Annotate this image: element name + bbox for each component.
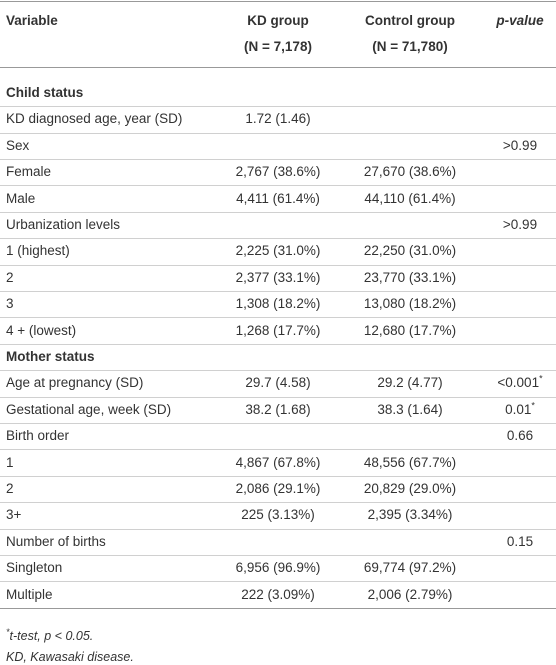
rule bbox=[0, 159, 556, 160]
row-label: Birth order bbox=[6, 428, 70, 444]
section-label: Mother status bbox=[6, 349, 95, 364]
rule bbox=[0, 608, 556, 609]
cell: <0.001* bbox=[497, 373, 543, 391]
rule bbox=[0, 476, 556, 477]
cell: 225 (3.13%) bbox=[241, 507, 315, 523]
column-header: Variable bbox=[6, 13, 58, 28]
cell: 27,670 (38.6%) bbox=[363, 164, 457, 180]
column-header: Control group bbox=[365, 13, 455, 28]
rule bbox=[0, 238, 556, 239]
cell: 38.3 (1.64) bbox=[377, 401, 443, 417]
rule bbox=[0, 502, 556, 503]
cell: >0.99 bbox=[502, 137, 538, 153]
rule bbox=[0, 529, 556, 530]
cell: 38.2 (1.68) bbox=[245, 401, 311, 417]
cell: 2,767 (38.6%) bbox=[235, 164, 321, 180]
cell: 2,395 (3.34%) bbox=[367, 507, 453, 523]
row-label: 2 bbox=[6, 481, 14, 496]
footnote-mark: * bbox=[539, 373, 543, 384]
rule bbox=[0, 449, 556, 450]
rule bbox=[0, 212, 556, 213]
row-label: Urbanization levels bbox=[6, 217, 121, 232]
row-label: 3+ bbox=[6, 507, 22, 523]
cell: 22,250 (31.0%) bbox=[363, 243, 457, 259]
column-header: KD group bbox=[247, 13, 309, 28]
rule bbox=[0, 581, 556, 582]
footnote-mark: * bbox=[531, 400, 535, 411]
rule bbox=[0, 397, 556, 398]
cell: 13,080 (18.2%) bbox=[363, 296, 457, 312]
column-header: p-value bbox=[496, 13, 544, 28]
cell: 1,268 (17.7%) bbox=[235, 322, 321, 338]
footnote-text: t-test, p < 0.05. bbox=[9, 629, 94, 643]
cell: 0.01* bbox=[505, 400, 535, 418]
rule bbox=[0, 291, 556, 292]
footnote-mark: * bbox=[6, 626, 10, 637]
cell: 1.72 (1.46) bbox=[245, 111, 311, 127]
row-label: 4 + (lowest) bbox=[6, 322, 77, 338]
row-label: Female bbox=[6, 164, 52, 180]
row-label: 3 bbox=[6, 296, 14, 312]
cell-text: <0.001 bbox=[497, 375, 540, 391]
row-label: Gestational age, week (SD) bbox=[6, 401, 172, 417]
cell: 0.66 bbox=[506, 428, 534, 444]
rule bbox=[0, 67, 556, 68]
cell: 20,829 (29.0%) bbox=[363, 481, 457, 496]
cell: 2,225 (31.0%) bbox=[235, 243, 321, 259]
cell: 12,680 (17.7%) bbox=[363, 322, 457, 338]
rule bbox=[0, 555, 556, 556]
cell: 1,308 (18.2%) bbox=[235, 296, 321, 312]
row-label: 2 bbox=[6, 269, 14, 285]
column-subheader: (N = 7,178) bbox=[244, 39, 312, 54]
rule bbox=[0, 265, 556, 266]
footnote-text: KD, Kawasaki disease. bbox=[6, 650, 134, 664]
cell: 44,110 (61.4%) bbox=[364, 190, 456, 206]
row-label: Singleton bbox=[6, 560, 63, 576]
row-label: Age at pregnancy (SD) bbox=[6, 375, 144, 391]
cell: 2,377 (33.1%) bbox=[235, 269, 321, 285]
column-subheader: (N = 71,780) bbox=[372, 39, 448, 54]
section-label: Child status bbox=[6, 85, 84, 100]
cell: 48,556 (67.7%) bbox=[363, 454, 457, 470]
cell: 222 (3.09%) bbox=[241, 586, 315, 602]
row-label: KD diagnosed age, year (SD) bbox=[6, 111, 183, 127]
row-label: 1 bbox=[6, 454, 14, 470]
rule bbox=[0, 370, 556, 371]
cell: 0.15 bbox=[506, 533, 534, 549]
rule bbox=[0, 423, 556, 424]
row-label: 1 (highest) bbox=[6, 243, 70, 259]
cell: 29.7 (4.58) bbox=[245, 375, 311, 391]
row-label: Number of births bbox=[6, 533, 106, 549]
row-label: Multiple bbox=[6, 586, 53, 602]
cell-text: 0.01 bbox=[505, 401, 532, 417]
rule bbox=[0, 106, 556, 107]
cell: 4,867 (67.8%) bbox=[235, 454, 321, 470]
cell: 6,956 (96.9%) bbox=[235, 560, 321, 576]
footnote: KD, Kawasaki disease. bbox=[6, 649, 134, 665]
rule bbox=[0, 317, 556, 318]
rule bbox=[0, 133, 556, 134]
rule bbox=[0, 1, 556, 2]
row-label: Male bbox=[6, 190, 36, 206]
cell: 2,006 (2.79%) bbox=[367, 586, 453, 602]
cell: 2,086 (29.1%) bbox=[235, 481, 321, 496]
row-label: Sex bbox=[6, 137, 30, 153]
rule bbox=[0, 185, 556, 186]
cell: 23,770 (33.1%) bbox=[363, 269, 457, 285]
cell: >0.99 bbox=[502, 217, 538, 232]
cell: 69,774 (97.2%) bbox=[363, 560, 457, 576]
rule bbox=[0, 344, 556, 345]
footnote: *t-test, p < 0.05. bbox=[6, 626, 94, 644]
cell: 4,411 (61.4%) bbox=[236, 190, 320, 206]
cell: 29.2 (4.77) bbox=[377, 375, 443, 391]
